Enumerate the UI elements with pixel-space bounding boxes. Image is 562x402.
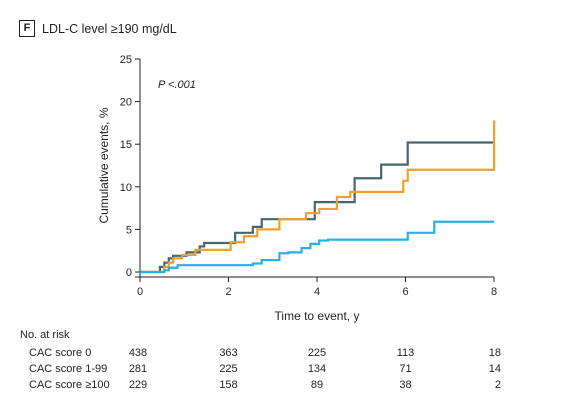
series-line-1 — [140, 120, 496, 274]
at-risk-value: 158 — [219, 379, 237, 391]
y-tick-label: 10 — [120, 182, 132, 194]
at-risk-value: 14 — [489, 363, 501, 375]
at-risk-value: 89 — [311, 379, 323, 391]
at-risk-value: 113 — [397, 347, 415, 359]
at-risk-value: 71 — [399, 363, 411, 375]
y-tick-label: 25 — [120, 54, 132, 66]
y-tick-label: 0 — [126, 267, 132, 279]
x-tick-label: 4 — [314, 286, 320, 298]
at-risk-row-label: CAC score 1-99 — [29, 363, 107, 375]
panel-header: F LDL-C level ≥190 mg/dL — [19, 20, 177, 37]
panel-letter: F — [19, 20, 35, 37]
at-risk-row-label: CAC score ≥100 — [29, 379, 110, 391]
at-risk-value: 281 — [129, 363, 147, 375]
at-risk-header: No. at risk — [20, 329, 70, 341]
at-risk-row-label: CAC score 0 — [29, 347, 91, 359]
at-risk-value: 229 — [129, 379, 147, 391]
p-value-annotation: P <.001 — [158, 79, 196, 91]
series-line-0 — [140, 141, 494, 274]
x-tick-label: 6 — [402, 286, 408, 298]
panel-title: LDL-C level ≥190 mg/dL — [42, 21, 177, 36]
series-line-2 — [140, 220, 494, 274]
at-risk-value: 2 — [495, 379, 501, 391]
y-tick-label: 5 — [126, 224, 132, 236]
at-risk-value: 438 — [129, 347, 147, 359]
x-tick-label: 8 — [491, 286, 497, 298]
y-tick-label: 20 — [120, 97, 132, 109]
at-risk-value: 225 — [308, 347, 326, 359]
x-axis-title: Time to event, y — [275, 309, 360, 323]
at-risk-value: 38 — [399, 379, 411, 391]
at-risk-value: 225 — [219, 363, 237, 375]
at-risk-value: 134 — [308, 363, 326, 375]
x-tick-label: 0 — [137, 286, 143, 298]
at-risk-value: 18 — [489, 347, 501, 359]
x-tick-label: 2 — [225, 286, 231, 298]
y-axis-title: Cumulative events, % — [97, 107, 111, 223]
y-tick-label: 15 — [120, 139, 132, 151]
at-risk-value: 363 — [219, 347, 237, 359]
